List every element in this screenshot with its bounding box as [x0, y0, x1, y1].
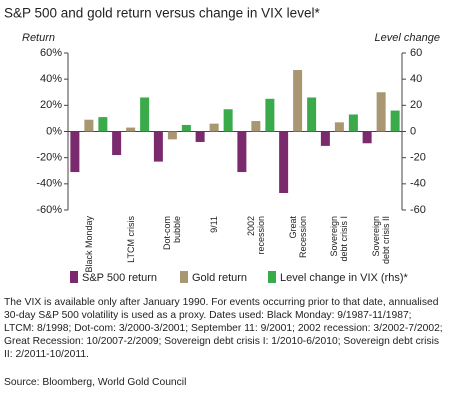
bar: [195, 131, 205, 142]
bar: [265, 98, 275, 132]
y-tick-label: 40%: [40, 73, 62, 85]
y2-tick-label: 40: [410, 73, 422, 85]
bar: [334, 122, 344, 132]
bar: [98, 117, 108, 132]
y2-tick-label: -20: [410, 152, 426, 164]
y2-tick-label: -40: [410, 178, 426, 190]
bar: [112, 131, 122, 156]
x-tick-label: Sovereign debt crisis II: [371, 216, 392, 265]
x-tick-label: Sovereign debt crisis I: [329, 216, 350, 262]
y2-tick-label: -60: [410, 204, 426, 216]
y2-tick-label: 20: [410, 99, 422, 111]
y-tick-label: -40%: [36, 178, 62, 190]
bar: [237, 131, 247, 173]
x-tick-label: Great Recession: [287, 216, 308, 259]
bar: [307, 97, 317, 132]
y2-axis-title: Level change: [375, 32, 440, 44]
y-axis-title: Return: [22, 32, 55, 44]
y-tick-label: 20%: [40, 99, 62, 111]
bar: [293, 70, 303, 132]
bar: [279, 131, 289, 193]
bar: [223, 109, 233, 132]
bar: [126, 127, 136, 132]
bar: [320, 131, 330, 146]
y-tick-label: 60%: [40, 47, 62, 59]
x-tick-label: 2002 recession: [245, 216, 266, 255]
bar: [140, 97, 150, 132]
chart-title: S&P 500 and gold return versus change in…: [4, 6, 320, 21]
y-tick-label: 0%: [46, 125, 62, 137]
bar: [390, 110, 400, 132]
legend-label: S&P 500 return: [82, 272, 157, 284]
legend-swatch: [180, 271, 188, 283]
bar: [251, 121, 261, 132]
legend-swatch: [70, 271, 78, 283]
source: Source: Bloomberg, World Gold Council: [4, 377, 187, 388]
y2-tick-label: 0: [410, 125, 416, 137]
legend-swatch: [268, 271, 276, 283]
x-tick-label: Dot-com bubble: [162, 216, 183, 251]
y-tick-label: -20%: [36, 152, 62, 164]
legend-label: Gold return: [192, 272, 247, 284]
bar: [84, 119, 94, 132]
bar: [376, 92, 386, 132]
bar: [362, 131, 372, 144]
x-tick-label: LTCM crisis: [125, 216, 136, 263]
bar: [167, 131, 177, 140]
x-tick-label: Black Monday: [83, 216, 94, 273]
bar: [181, 124, 191, 132]
y-tick-label: -60%: [36, 204, 62, 216]
bar: [70, 131, 80, 173]
bar: [209, 123, 219, 132]
bar: [348, 114, 358, 132]
legend-label: Level change in VIX (rhs)*: [280, 272, 409, 284]
footnote: The VIX is available only after January …: [4, 297, 443, 360]
y2-tick-label: 60: [410, 47, 422, 59]
x-tick-label: 9/11: [209, 216, 220, 233]
bar: [153, 131, 163, 162]
